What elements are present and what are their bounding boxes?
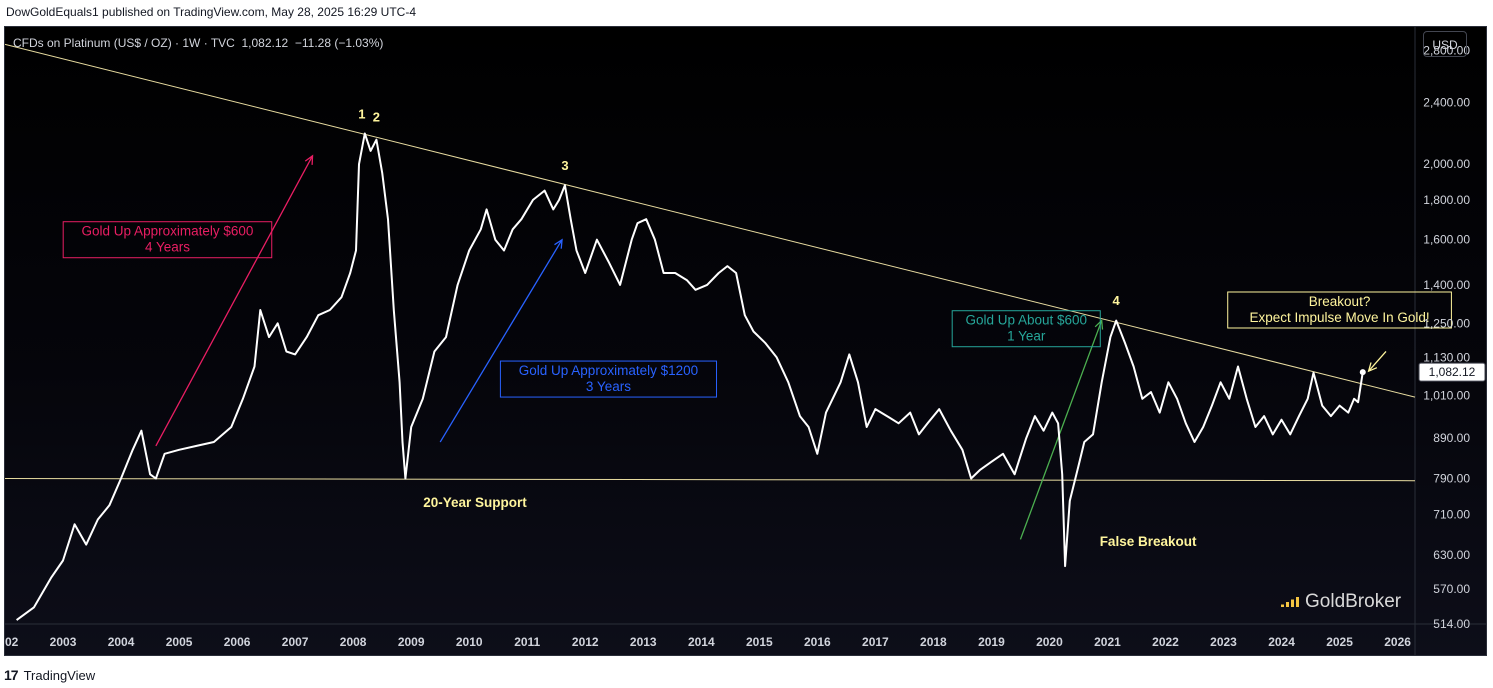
annotation-box <box>499 360 718 398</box>
arrow-head <box>304 154 314 165</box>
last-price-label: 1,082.12 <box>1429 365 1476 379</box>
y-tick-label: 1,800.00 <box>1423 193 1470 207</box>
annotation-box <box>62 221 273 259</box>
symbol-legend: CFDs on Platinum (US$ / OZ) · 1W · TVC 1… <box>13 36 384 50</box>
x-tick-label: 2022 <box>1152 635 1179 649</box>
y-tick-label: 1,600.00 <box>1423 233 1470 247</box>
chart-panel[interactable]: 1 2 3 4 Gold Up Approximately $600 4 Years Gol… <box>4 26 1487 656</box>
goldbroker-watermark: GoldBroker <box>1305 591 1402 612</box>
x-tick-label: 2025 <box>1326 635 1353 649</box>
annotation-arrow <box>1019 320 1103 540</box>
annotation-text: 20-Year Support <box>423 495 527 510</box>
x-tick-label: 2023 <box>1210 635 1237 649</box>
y-tick-label: 790.00 <box>1433 472 1470 486</box>
y-tick-label: 514.00 <box>1433 617 1470 631</box>
annotation-arrow <box>439 239 563 443</box>
x-tick-label: 2011 <box>514 635 540 649</box>
annotation-text: 3 Years <box>586 379 631 394</box>
price-series-line <box>16 132 1364 621</box>
goldbroker-logo-icon <box>1291 599 1294 607</box>
goldbroker-logo-icon <box>1296 597 1299 607</box>
x-tick-label: 2024 <box>1268 635 1295 649</box>
annotation-text: Gold Up Approximately $1200 <box>519 363 698 378</box>
annotation-text: 1 Year <box>1007 329 1046 344</box>
annotation-text: Gold Up Approximately $600 <box>82 224 254 239</box>
x-tick-label: 2006 <box>224 635 251 649</box>
wave-label: 2 <box>373 109 380 124</box>
x-tick-label: 2026 <box>1384 635 1411 649</box>
last-price-point <box>1359 369 1366 376</box>
publisher-caption: DowGoldEquals1 published on TradingView.… <box>6 5 417 19</box>
x-tick-label: 2002 <box>5 635 19 649</box>
wave-label: 1 <box>358 106 365 121</box>
y-tick-label: 1,010.00 <box>1423 388 1470 402</box>
x-tick-label: 2016 <box>804 635 831 649</box>
annotation-arrow <box>1368 351 1387 372</box>
x-tick-label: 2021 <box>1094 635 1121 649</box>
y-tick-label: 1,130.00 <box>1423 350 1470 364</box>
tradingview-logo-icon: 17 <box>4 667 19 683</box>
y-tick-label: 570.00 <box>1433 582 1470 596</box>
y-tick-label: 710.00 <box>1433 508 1470 522</box>
arrow-head <box>1367 362 1378 373</box>
annotation-text: Gold Up About $600 <box>965 313 1087 328</box>
tradingview-brand: TradingView <box>23 667 96 683</box>
annotation-text: Breakout? <box>1309 294 1371 309</box>
arrow-head <box>1094 319 1104 330</box>
trend-line <box>5 43 1416 398</box>
annotation-text: 4 Years <box>145 240 190 255</box>
goldbroker-logo-icon <box>1281 604 1284 607</box>
y-tick-label: 630.00 <box>1433 548 1470 562</box>
arrow-head <box>554 238 563 249</box>
x-tick-label: 2005 <box>166 635 193 649</box>
x-tick-label: 2008 <box>340 635 367 649</box>
x-tick-label: 2012 <box>572 635 599 649</box>
wave-label: 4 <box>1113 293 1121 308</box>
x-tick-label: 2007 <box>282 635 309 649</box>
y-tick-label: 1,250.00 <box>1423 316 1470 330</box>
trend-line <box>5 478 1416 482</box>
x-tick-label: 2010 <box>456 635 483 649</box>
wave-label: 3 <box>561 158 568 173</box>
annotation-arrow <box>155 155 314 447</box>
x-tick-label: 2018 <box>920 635 947 649</box>
x-tick-label: 2014 <box>688 635 715 649</box>
annotation-box <box>1227 291 1452 329</box>
x-tick-label: 2019 <box>978 635 1005 649</box>
goldbroker-logo-icon <box>1286 602 1289 607</box>
currency-button[interactable]: USD <box>1423 31 1467 57</box>
annotation-text: Expect Impulse Move In Gold! <box>1250 310 1430 325</box>
annotation-text: False Breakout <box>1100 534 1197 549</box>
x-tick-label: 2004 <box>108 635 135 649</box>
x-tick-label: 2009 <box>398 635 425 649</box>
x-tick-label: 2017 <box>862 635 889 649</box>
y-tick-label: 890.00 <box>1433 431 1470 445</box>
tradingview-footer[interactable]: 17 TradingView <box>4 667 95 683</box>
annotation-box <box>951 310 1101 348</box>
y-tick-label: 2,800.00 <box>1423 43 1470 57</box>
x-tick-label: 2015 <box>746 635 773 649</box>
x-tick-label: 2013 <box>630 635 657 649</box>
y-tick-label: 2,000.00 <box>1423 157 1470 171</box>
last-price-badge <box>1418 362 1486 382</box>
y-tick-label: 1,400.00 <box>1423 278 1470 292</box>
x-tick-label: 2003 <box>50 635 77 649</box>
y-tick-label: 2,400.00 <box>1423 96 1470 110</box>
x-tick-label: 2020 <box>1036 635 1063 649</box>
